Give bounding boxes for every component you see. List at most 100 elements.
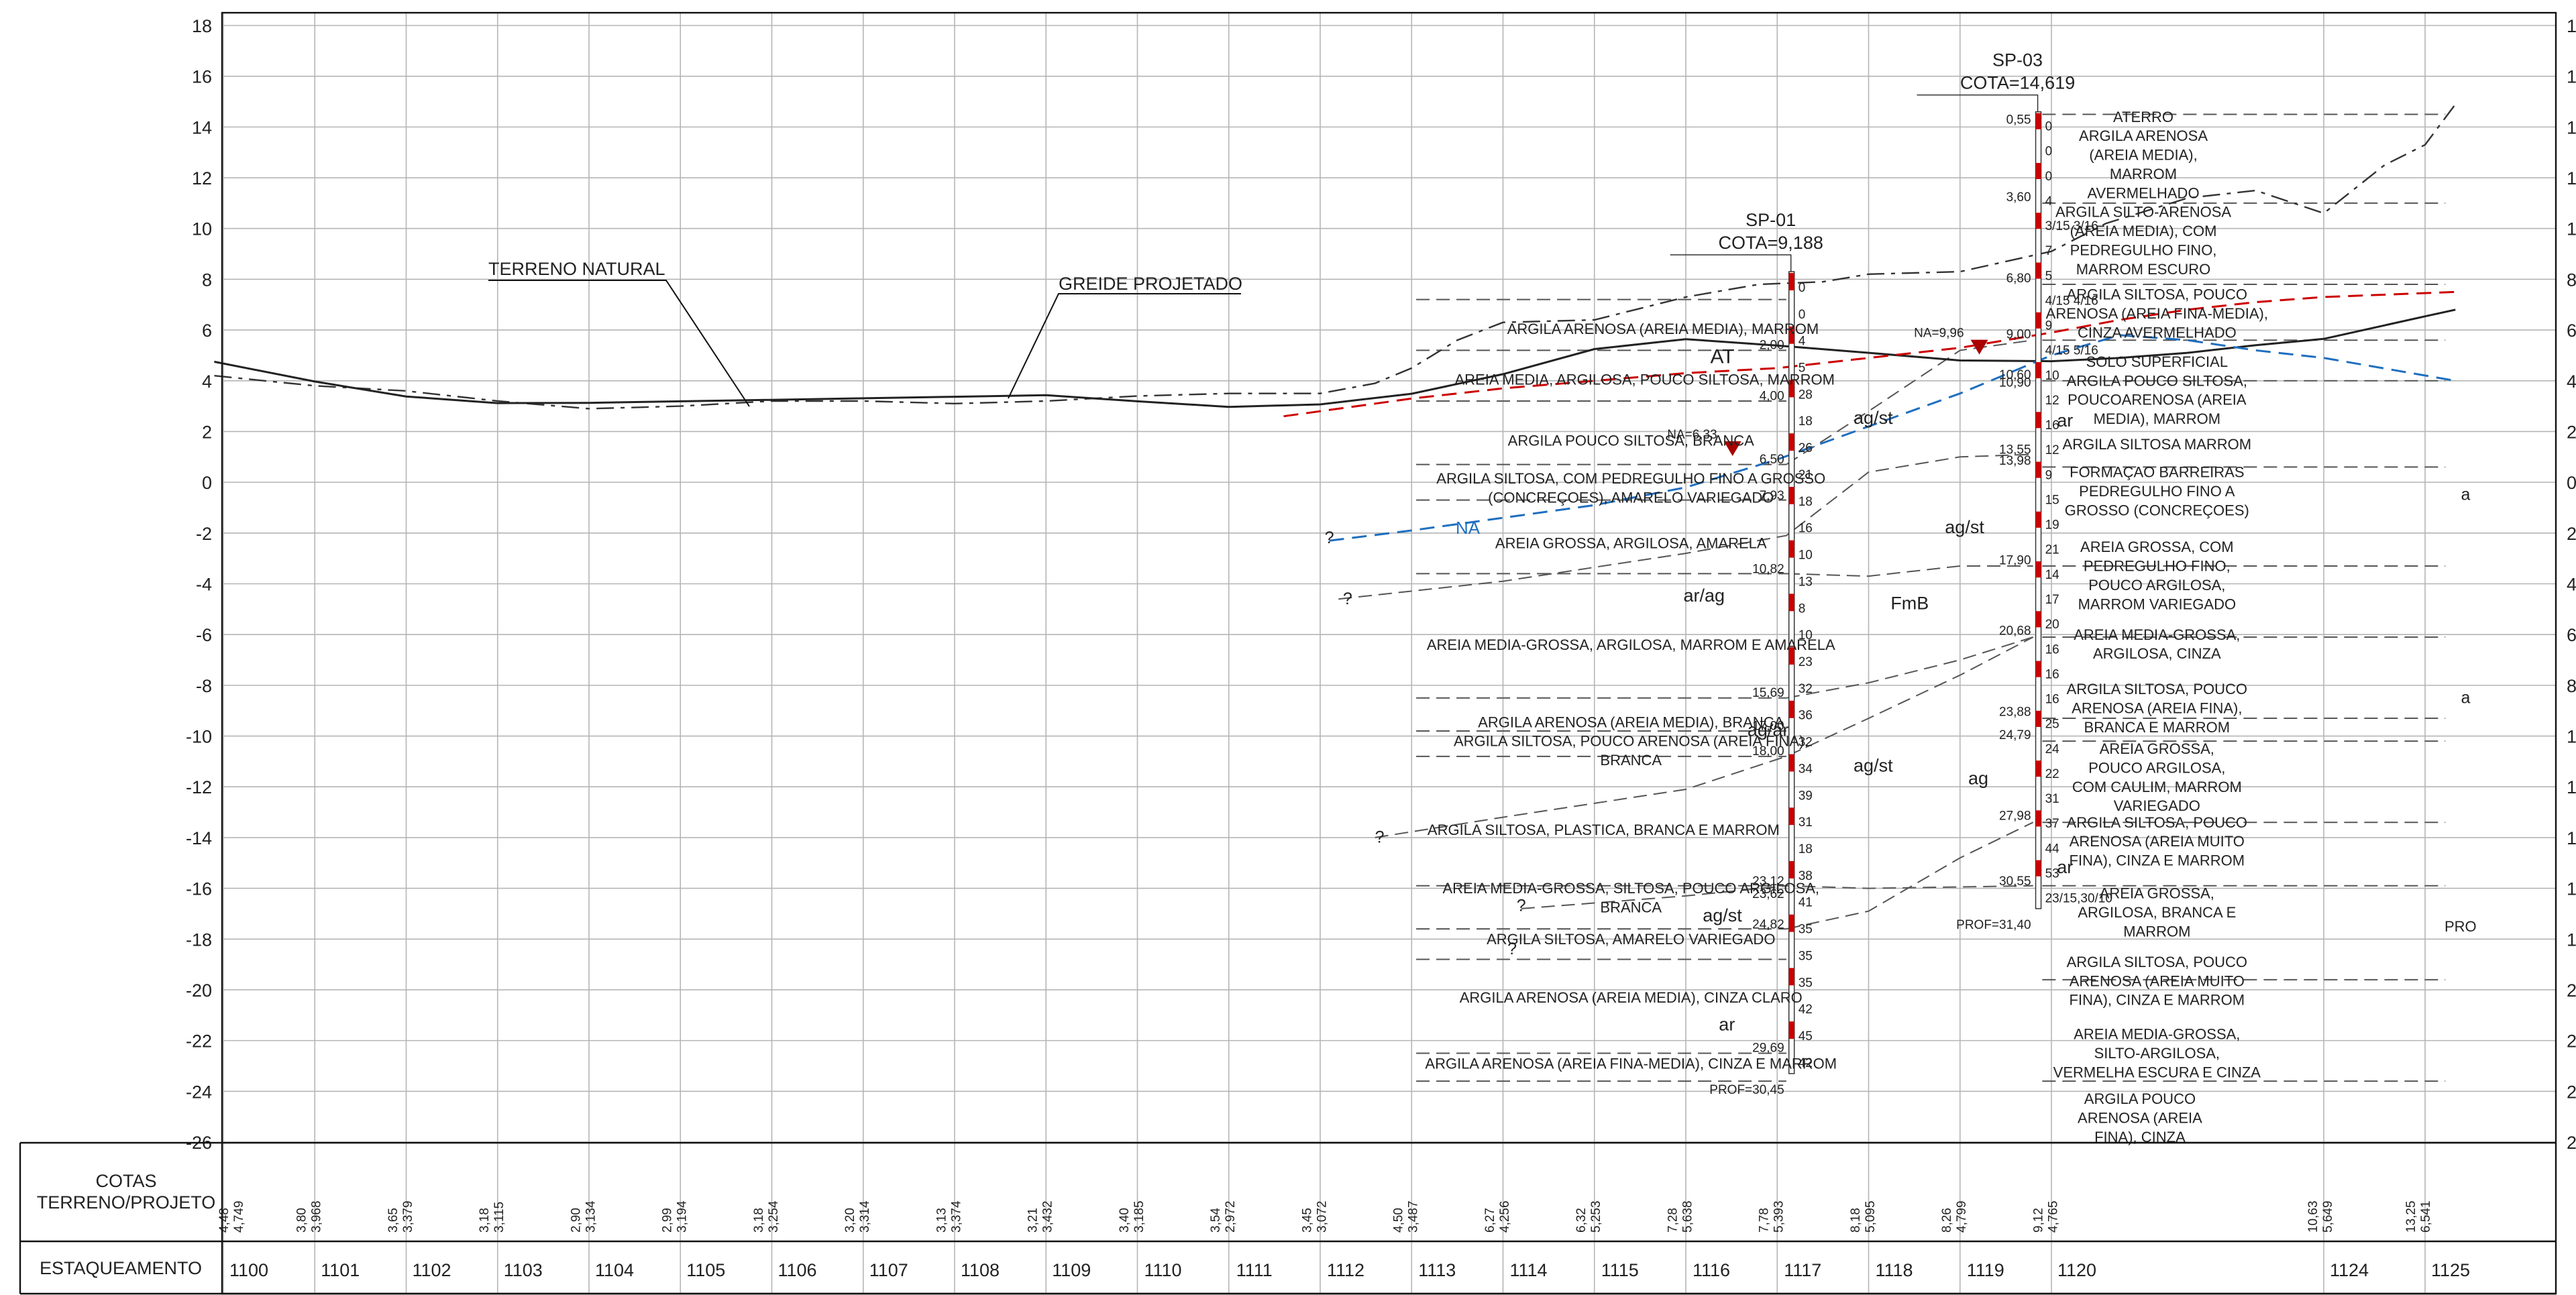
- cota-terreno: 3,80: [295, 1208, 309, 1233]
- layer-description-sp01: AREIA MEDIA-GROSSA, ARGILOSA, MARROM E A…: [1427, 636, 1835, 653]
- spt-value: 42: [1799, 1003, 1813, 1017]
- spt-value: 24: [2045, 742, 2060, 756]
- interpolated-contact: [1786, 565, 2033, 577]
- cota-projeto: 3,968: [310, 1200, 324, 1233]
- y-tick-label-right: 1: [2567, 219, 2576, 239]
- spt-value: 31: [2045, 792, 2059, 806]
- spt-value: 18: [1799, 495, 1813, 509]
- y-tick-label-right: 6: [2567, 625, 2576, 645]
- depth-label: 17,90: [1999, 553, 2031, 567]
- y-tick-label: -6: [196, 625, 212, 645]
- layer-description-sp03: ARENOSA (AREIA MUITO: [2070, 833, 2245, 850]
- na-level-label: NA=6,33: [1667, 428, 1717, 442]
- spt-segment: [2035, 761, 2041, 777]
- borehole-column: [1788, 271, 1795, 1074]
- spt-value: 21: [1799, 468, 1813, 482]
- layer-description-sp01: ARGILA ARENOSA (AREIA MEDIA), CINZA CLAR…: [1460, 989, 1803, 1006]
- cota-projeto: 3,379: [401, 1200, 415, 1233]
- spt-value: 12: [2045, 443, 2059, 457]
- y-tick-label: 6: [202, 321, 212, 341]
- red-contact-line: [1283, 290, 2456, 418]
- unit-label: FmB: [1890, 593, 1929, 613]
- unit-label: PRO: [2445, 918, 2477, 935]
- depth-label: 10,82: [1752, 562, 1784, 576]
- spt-segment: [1788, 647, 1794, 665]
- layer-description-sp01: ARGILA SILTOSA, AMARELO VARIEGADO: [1487, 931, 1775, 948]
- borehole-id: SP-01: [1746, 210, 1796, 230]
- depth-label: 24,82: [1752, 917, 1784, 932]
- unit-label: ar: [1719, 1015, 1735, 1035]
- layer-description-sp01: ARGILA SILTOSA, PLASTICA, BRANCA E MARRO…: [1428, 822, 1780, 838]
- cota-terreno: 3,13: [934, 1208, 949, 1233]
- y-tick-label: -16: [186, 879, 212, 899]
- spt-segment: [1788, 433, 1794, 451]
- layer-description-sp01: ARGILA ARENOSA (AREIA MEDIA), MARROM: [1507, 321, 1819, 337]
- unit-label: a: [2461, 486, 2470, 504]
- layer-description-sp01: (CONCREÇOES), AMARELO VARIEGADO: [1488, 489, 1774, 506]
- station-label: 1120: [2057, 1260, 2096, 1280]
- unit-label: ?: [1343, 589, 1352, 608]
- depth-label: 30,55: [1999, 875, 2031, 889]
- spt-value: 8: [1799, 602, 1806, 616]
- unit-label: ag/st: [1854, 756, 1893, 776]
- spt-value: 20: [2045, 618, 2059, 632]
- layer-description-sp03: AREIA GROSSA,: [2100, 740, 2214, 757]
- cota-projeto: 5,095: [1864, 1200, 1878, 1233]
- layer-description-sp03: AREIA MEDIA-GROSSA,: [2074, 1026, 2240, 1043]
- y-tick-label-right: 6: [2567, 321, 2576, 341]
- unit-label: AT: [1710, 345, 1734, 368]
- cota-projeto: 3,487: [1407, 1200, 1421, 1233]
- y-tick-label: 4: [202, 372, 212, 392]
- terrain-line: [214, 103, 2457, 410]
- spt-value: 21: [2045, 543, 2059, 557]
- layer-description-sp03: GROSSO (CONCREÇOES): [2065, 502, 2249, 518]
- layer-description-sp03: ARGILA POUCO: [2084, 1090, 2196, 1107]
- station-label: 1115: [1601, 1260, 1639, 1280]
- y-tick-label-right: 2: [2567, 1082, 2576, 1102]
- unit-label: ag/st: [1703, 905, 1742, 925]
- spt-value: 16: [2045, 642, 2059, 657]
- y-tick-label-right: 1: [2567, 16, 2576, 36]
- depth-label: 18,00: [1752, 744, 1784, 758]
- station-label: 1102: [412, 1260, 451, 1280]
- y-tick-label: -2: [196, 524, 212, 544]
- station-label: 1104: [595, 1260, 634, 1280]
- cota-projeto: 4,749: [232, 1200, 246, 1233]
- spt-value: 31: [1799, 815, 1813, 830]
- station-label: 1108: [961, 1260, 1000, 1280]
- layer-description-sp03: ARENOSA (AREIA FINA-MEDIA),: [2046, 305, 2268, 322]
- spt-segment: [1788, 1021, 1794, 1039]
- spt-value: 36: [1799, 709, 1813, 723]
- spt-value: 42: [1799, 1056, 1813, 1070]
- y-tick-label: 2: [202, 422, 212, 442]
- layer-description-sp03: POUCO ARGILOSA,: [2088, 759, 2225, 776]
- cota-projeto: 3,072: [1315, 1200, 1329, 1233]
- layer-description-sp03: (AREIA MEDIA), COM: [2070, 223, 2217, 239]
- interpolated-contact: [1786, 822, 2034, 930]
- spt-value: 45: [1799, 1029, 1813, 1044]
- layer-description-sp03: POUCO ARGILOSA,: [2088, 577, 2225, 594]
- spt-segment: [2035, 611, 2041, 628]
- station-label: 1106: [777, 1260, 816, 1280]
- terrain-leader: [488, 280, 750, 407]
- spt-value: 9: [2045, 468, 2053, 482]
- layer-description-sp03: AVERMELHADO: [2087, 184, 2199, 201]
- depth-label: 3,60: [2006, 190, 2031, 205]
- layer-description-sp03: ARGILA SILTOSA MARROM: [2063, 436, 2252, 453]
- cota-terreno: 3,18: [752, 1208, 766, 1233]
- depth-label: 29,69: [1752, 1041, 1784, 1056]
- layer-description-sp03: AREIA GROSSA, COM: [2080, 539, 2234, 555]
- spt-value: 3/15 3/16: [2045, 219, 2098, 233]
- unit-label: ?: [1325, 528, 1334, 547]
- spt-value: 38: [1799, 869, 1813, 883]
- y-tick-label: -22: [186, 1031, 212, 1052]
- layer-description-sp03: PEDREGULHO FINO,: [2084, 558, 2231, 575]
- cota-terreno: 2,90: [569, 1208, 583, 1233]
- estaqueamento-row-label: ESTAQUEAMENTO: [40, 1258, 202, 1278]
- cota-projeto: 4,799: [1955, 1200, 1969, 1233]
- spt-segment: [2035, 412, 2041, 429]
- y-tick-label-right: 1: [2567, 67, 2576, 87]
- spt-segment: [2035, 461, 2041, 478]
- spt-value: 32: [1799, 682, 1813, 696]
- unit-label: ?: [1375, 828, 1385, 846]
